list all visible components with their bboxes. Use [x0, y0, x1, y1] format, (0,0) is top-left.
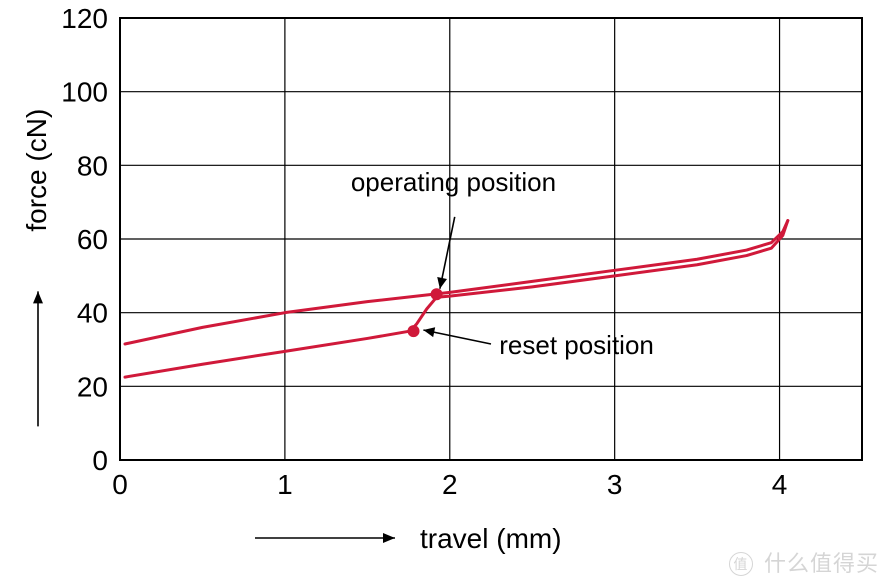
svg-text:reset position: reset position [499, 330, 654, 360]
svg-text:80: 80 [77, 150, 108, 181]
svg-text:operating position: operating position [351, 167, 556, 197]
svg-text:1: 1 [277, 469, 293, 500]
svg-text:3: 3 [607, 469, 623, 500]
svg-text:force (cN): force (cN) [21, 109, 52, 232]
force-travel-chart: 01234020406080100120travel (mm)force (cN… [0, 0, 887, 584]
svg-text:20: 20 [77, 371, 108, 402]
svg-text:travel (mm): travel (mm) [420, 523, 562, 554]
svg-text:100: 100 [61, 77, 108, 108]
svg-text:0: 0 [112, 469, 128, 500]
svg-text:120: 120 [61, 3, 108, 34]
chart-svg: 01234020406080100120travel (mm)force (cN… [0, 0, 887, 584]
svg-text:60: 60 [77, 224, 108, 255]
svg-text:40: 40 [77, 298, 108, 329]
svg-text:2: 2 [442, 469, 458, 500]
svg-text:0: 0 [92, 445, 108, 476]
svg-text:4: 4 [772, 469, 788, 500]
